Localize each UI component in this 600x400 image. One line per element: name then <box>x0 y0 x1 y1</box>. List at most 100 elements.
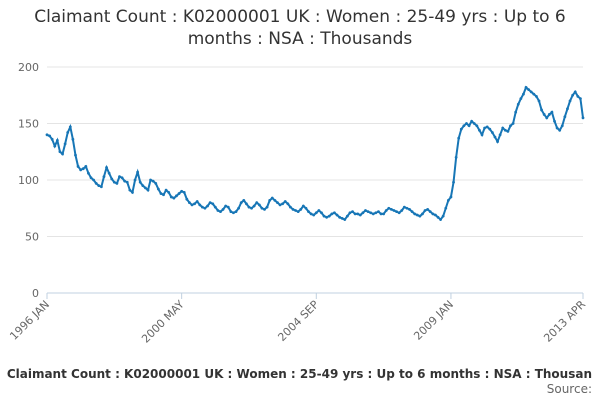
point <box>63 142 67 146</box>
point <box>198 203 202 207</box>
x-tick-label: 2009 JAN <box>411 298 456 343</box>
point <box>382 212 386 216</box>
point <box>226 205 230 209</box>
point <box>369 211 373 215</box>
point <box>325 215 329 219</box>
point <box>172 196 176 200</box>
point <box>265 205 269 209</box>
point <box>522 92 525 96</box>
point <box>289 205 292 209</box>
point <box>304 206 308 210</box>
point <box>177 192 181 195</box>
point <box>188 201 191 205</box>
point <box>48 134 51 138</box>
point <box>84 165 88 168</box>
point <box>203 206 207 210</box>
point <box>573 90 577 94</box>
point <box>387 206 391 210</box>
point <box>169 195 173 199</box>
point <box>436 215 440 219</box>
point <box>206 204 209 208</box>
x-tick-label: 2013 APR <box>541 298 588 345</box>
point <box>431 212 435 216</box>
source: Source: <box>547 382 592 396</box>
point <box>286 202 290 206</box>
point <box>312 213 316 217</box>
x-tick-label: 1996 JAN <box>7 298 52 343</box>
point <box>511 122 515 125</box>
point <box>58 150 62 154</box>
point <box>252 204 256 208</box>
point <box>415 213 419 217</box>
point <box>366 210 370 214</box>
point <box>537 99 541 103</box>
point <box>53 144 57 148</box>
point <box>441 214 445 218</box>
point <box>159 192 163 195</box>
point <box>123 179 127 183</box>
point <box>294 209 297 212</box>
point <box>301 204 305 208</box>
point <box>200 205 204 209</box>
point <box>81 167 85 171</box>
point <box>50 137 54 141</box>
point <box>260 206 264 210</box>
point <box>439 218 442 221</box>
point <box>457 136 461 140</box>
point <box>470 119 474 123</box>
point <box>115 181 119 185</box>
point <box>498 133 502 137</box>
point <box>480 133 484 137</box>
point <box>568 99 572 103</box>
point <box>410 210 414 214</box>
point <box>496 140 499 143</box>
point <box>66 131 70 134</box>
point <box>493 135 497 139</box>
point <box>55 139 59 142</box>
point <box>154 181 158 185</box>
point <box>136 170 140 174</box>
point <box>320 211 323 215</box>
point <box>434 213 437 217</box>
point <box>566 107 569 111</box>
point <box>224 204 228 208</box>
point <box>281 202 285 206</box>
point <box>327 214 331 218</box>
point <box>550 110 554 114</box>
point <box>343 218 347 221</box>
point <box>229 210 233 214</box>
point <box>454 156 458 159</box>
point <box>239 201 243 205</box>
point <box>408 207 411 211</box>
point <box>462 124 466 128</box>
point <box>335 213 339 217</box>
point <box>164 188 168 192</box>
point <box>459 127 463 131</box>
point <box>133 178 137 182</box>
point <box>211 202 215 206</box>
point <box>418 214 422 218</box>
point <box>558 128 562 132</box>
x-tick-label: 2000 MAY <box>139 298 187 346</box>
point <box>358 213 362 217</box>
point <box>118 175 121 179</box>
point <box>263 207 266 211</box>
point <box>467 124 471 128</box>
point <box>449 195 453 199</box>
footer: Claimant Count : K02000001 UK : Women : … <box>7 367 592 381</box>
point <box>61 152 64 156</box>
point <box>348 211 352 215</box>
point <box>45 133 49 137</box>
point <box>374 211 378 215</box>
point <box>125 180 129 184</box>
point <box>156 187 160 191</box>
y-tick-label: 150 <box>18 118 39 131</box>
point <box>143 186 147 190</box>
point <box>309 212 313 216</box>
point <box>330 212 334 216</box>
point <box>472 122 476 125</box>
point <box>395 210 398 214</box>
point <box>345 214 349 218</box>
point <box>94 181 98 185</box>
